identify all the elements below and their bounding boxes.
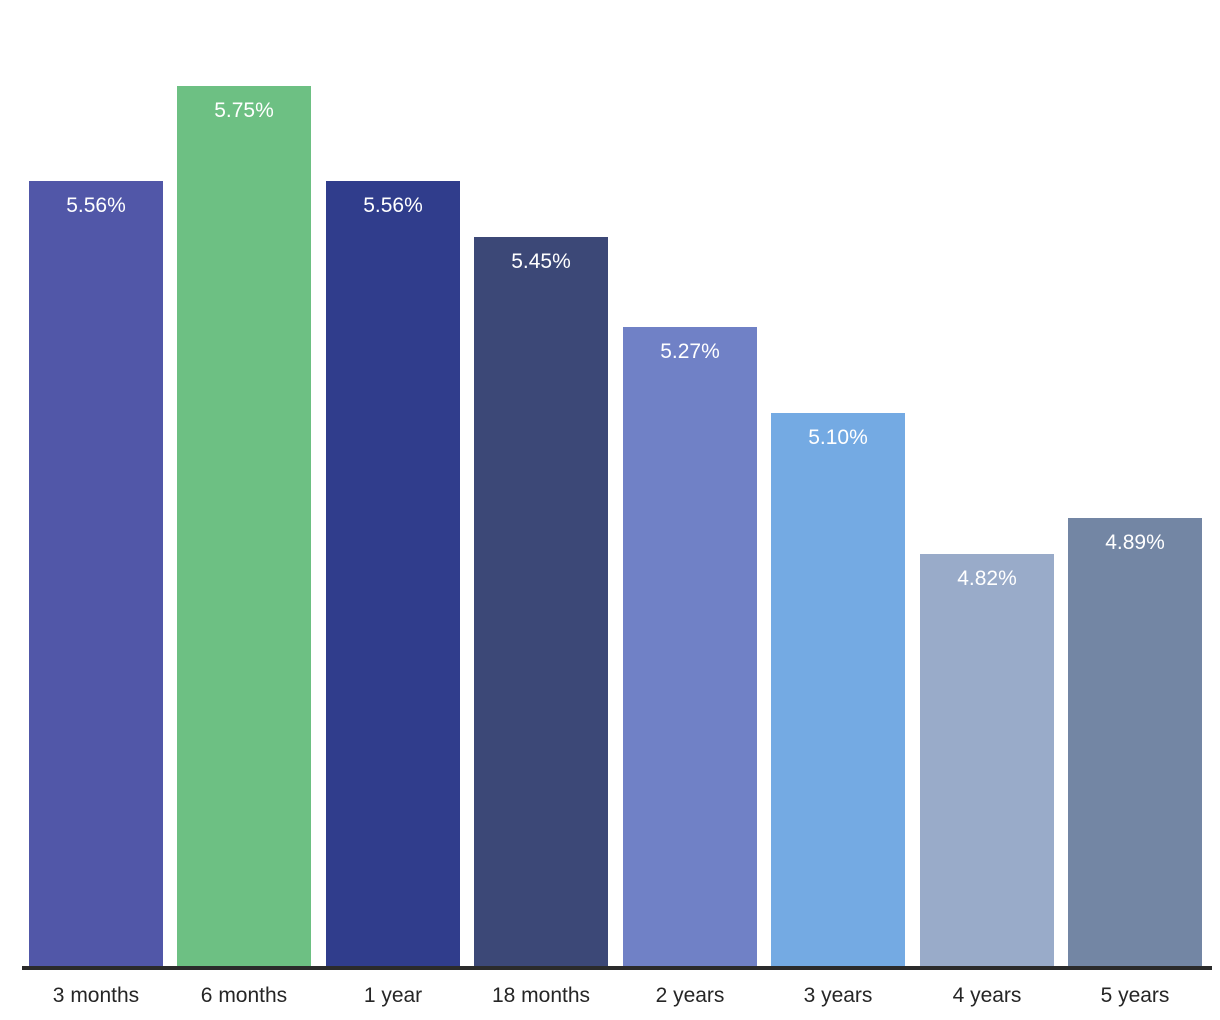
bar: 4.89% (1068, 518, 1202, 966)
x-axis-tick-label: 18 months (491, 984, 591, 1007)
bar: 4.82% (920, 554, 1054, 966)
x-axis-line (22, 966, 1212, 970)
bar-value-label: 4.89% (1105, 531, 1165, 554)
bar: 5.27% (623, 327, 757, 966)
bar-value-label: 5.10% (808, 426, 868, 449)
bar: 5.10% (771, 413, 905, 966)
x-axis-tick-label: 1 year (363, 984, 423, 1007)
bar-value-label: 5.56% (66, 194, 126, 217)
bar-value-label: 5.45% (511, 250, 571, 273)
bar-value-label: 5.27% (660, 340, 720, 363)
bar: 5.45% (474, 237, 608, 966)
x-axis-tick-label: 3 months (52, 984, 140, 1007)
bar: 5.56% (29, 181, 163, 966)
bar-value-label: 5.75% (214, 99, 274, 122)
bar: 5.56% (326, 181, 460, 966)
x-axis-tick-label: 3 years (803, 984, 873, 1007)
bar: 5.75% (177, 86, 311, 966)
bar-value-label: 5.56% (363, 194, 423, 217)
bar-value-label: 4.82% (957, 567, 1017, 590)
x-axis-tick-label: 5 years (1100, 984, 1170, 1007)
x-axis-tick-label: 2 years (655, 984, 725, 1007)
x-axis-tick-label: 6 months (200, 984, 288, 1007)
x-axis-tick-label: 4 years (952, 984, 1022, 1007)
